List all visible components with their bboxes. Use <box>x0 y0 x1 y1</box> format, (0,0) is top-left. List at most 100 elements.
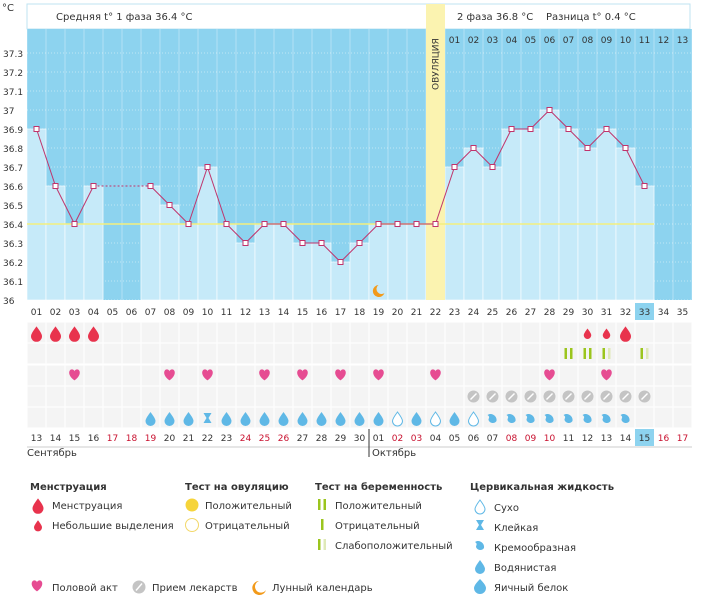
temperature-point <box>394 221 401 227</box>
temperature-bar <box>349 242 370 301</box>
temperature-bar <box>26 128 47 301</box>
cycle-day-label: 16 <box>316 308 328 318</box>
pregnancy-test-line <box>640 348 643 359</box>
symbol-cell <box>197 342 218 365</box>
temperature-point <box>90 183 97 189</box>
cervical-egg-white-drop <box>411 412 422 426</box>
cervical-creamy-icon <box>525 413 535 424</box>
cycle-day-label: 08 <box>164 308 176 318</box>
medication-pill-line <box>527 393 534 400</box>
y-tick-label: 37 <box>3 107 14 117</box>
legend-item: Кремообразная <box>494 543 576 554</box>
symbol-cell <box>45 364 66 387</box>
symbol-cell <box>83 385 104 408</box>
cycle-day-label: 32 <box>620 308 631 318</box>
calendar-date: 08 <box>506 434 518 444</box>
symbol-cell <box>596 342 617 365</box>
temperature-difference: Разница t° 0.4 °C <box>546 12 636 23</box>
symbol-cell <box>634 342 655 365</box>
symbol-cell <box>482 342 503 365</box>
medication-pill-line <box>584 393 591 400</box>
calendar-date: 03 <box>411 434 422 444</box>
cycle-day-label: 25 <box>487 308 498 318</box>
temperature-bar <box>330 261 351 301</box>
symbol-cell <box>311 321 332 344</box>
cycle-day-label: 17 <box>335 308 346 318</box>
y-tick-label: 36.7 <box>3 164 23 174</box>
symbol-cell <box>349 342 370 365</box>
temperature-bar <box>64 223 85 301</box>
symbol-rows <box>26 321 693 592</box>
post-ovulation-day-label: 05 <box>525 36 536 46</box>
legend-sticky-icon <box>476 520 484 530</box>
symbol-cell <box>159 385 180 408</box>
temperature-point <box>527 126 534 132</box>
symbol-cell <box>444 321 465 344</box>
legend-item: Лунный календарь <box>272 583 373 594</box>
symbol-cell <box>83 364 104 387</box>
symbol-cell <box>539 321 560 344</box>
legend-title: Тест на овуляцию <box>185 482 289 493</box>
symbol-cell <box>235 385 256 408</box>
post-ovulation-day-label: 07 <box>563 36 574 46</box>
temperature-point <box>375 221 382 227</box>
temperature-point <box>166 202 173 208</box>
symbol-cell <box>672 364 693 387</box>
symbol-cell <box>178 342 199 365</box>
symbol-cell <box>292 321 313 344</box>
temperature-line-segment <box>245 223 265 244</box>
cycle-day-label: 34 <box>658 308 670 318</box>
temperature-point <box>470 145 477 151</box>
symbol-cell <box>254 321 275 344</box>
legend-item: Небольшие выделения <box>52 521 174 532</box>
temperature-bar <box>501 128 522 301</box>
symbol-cell <box>425 342 446 365</box>
month-label: Сентябрь <box>27 448 77 459</box>
temperature-point <box>280 221 287 227</box>
intercourse-heart <box>430 369 441 381</box>
calendar-date: 20 <box>164 434 176 444</box>
legend-item: Менструация <box>52 501 122 512</box>
temperature-bar <box>45 185 66 301</box>
cycle-day-label: 30 <box>582 308 594 318</box>
calendar-date: 10 <box>544 434 556 444</box>
symbol-cell <box>83 342 104 365</box>
temperature-point <box>185 221 192 227</box>
legend-item: Положительный <box>205 501 292 512</box>
ovulation-label: ОВУЛЯЦИЯ <box>432 38 442 90</box>
temperature-point <box>641 183 648 189</box>
calendar-date: 14 <box>620 434 632 444</box>
cervical-creamy-icon <box>582 413 592 424</box>
post-ovulation-day-label: 12 <box>658 36 669 46</box>
pregnancy-test-faint-line <box>646 348 649 359</box>
cervical-creamy-icon <box>506 413 516 424</box>
symbol-cell <box>121 406 142 429</box>
legend-item: Слабоположительный <box>335 541 453 552</box>
symbol-cell <box>121 385 142 408</box>
calendar-date: 13 <box>601 434 612 444</box>
phase1-average: Средняя t° 1 фаза 36.4 °C <box>56 12 193 23</box>
legend-item: Отрицательный <box>335 521 420 532</box>
temperature-bar <box>273 223 294 301</box>
temperature-line-segment <box>340 242 360 263</box>
symbol-cell <box>140 342 161 365</box>
symbol-cell <box>26 385 47 408</box>
symbol-cell <box>615 342 636 365</box>
symbol-cell <box>349 364 370 387</box>
cycle-day-label: 15 <box>297 308 308 318</box>
symbol-cell <box>577 364 598 387</box>
cycle-day-label: 04 <box>88 308 100 318</box>
symbol-cell <box>45 385 66 408</box>
cycle-day-label: 31 <box>601 308 612 318</box>
symbol-cell <box>178 364 199 387</box>
temperature-line-segment <box>549 109 569 130</box>
spotting-drop <box>602 328 611 339</box>
temperature-bar <box>216 223 237 301</box>
y-tick-label: 36.2 <box>3 259 23 269</box>
menstruation-drop <box>620 326 631 342</box>
symbol-cell <box>64 385 85 408</box>
calendar-date: 04 <box>430 434 442 444</box>
cycle-day-label: 29 <box>563 308 575 318</box>
temperature-line-segment <box>226 223 246 244</box>
temperature-line-segment <box>625 147 645 187</box>
